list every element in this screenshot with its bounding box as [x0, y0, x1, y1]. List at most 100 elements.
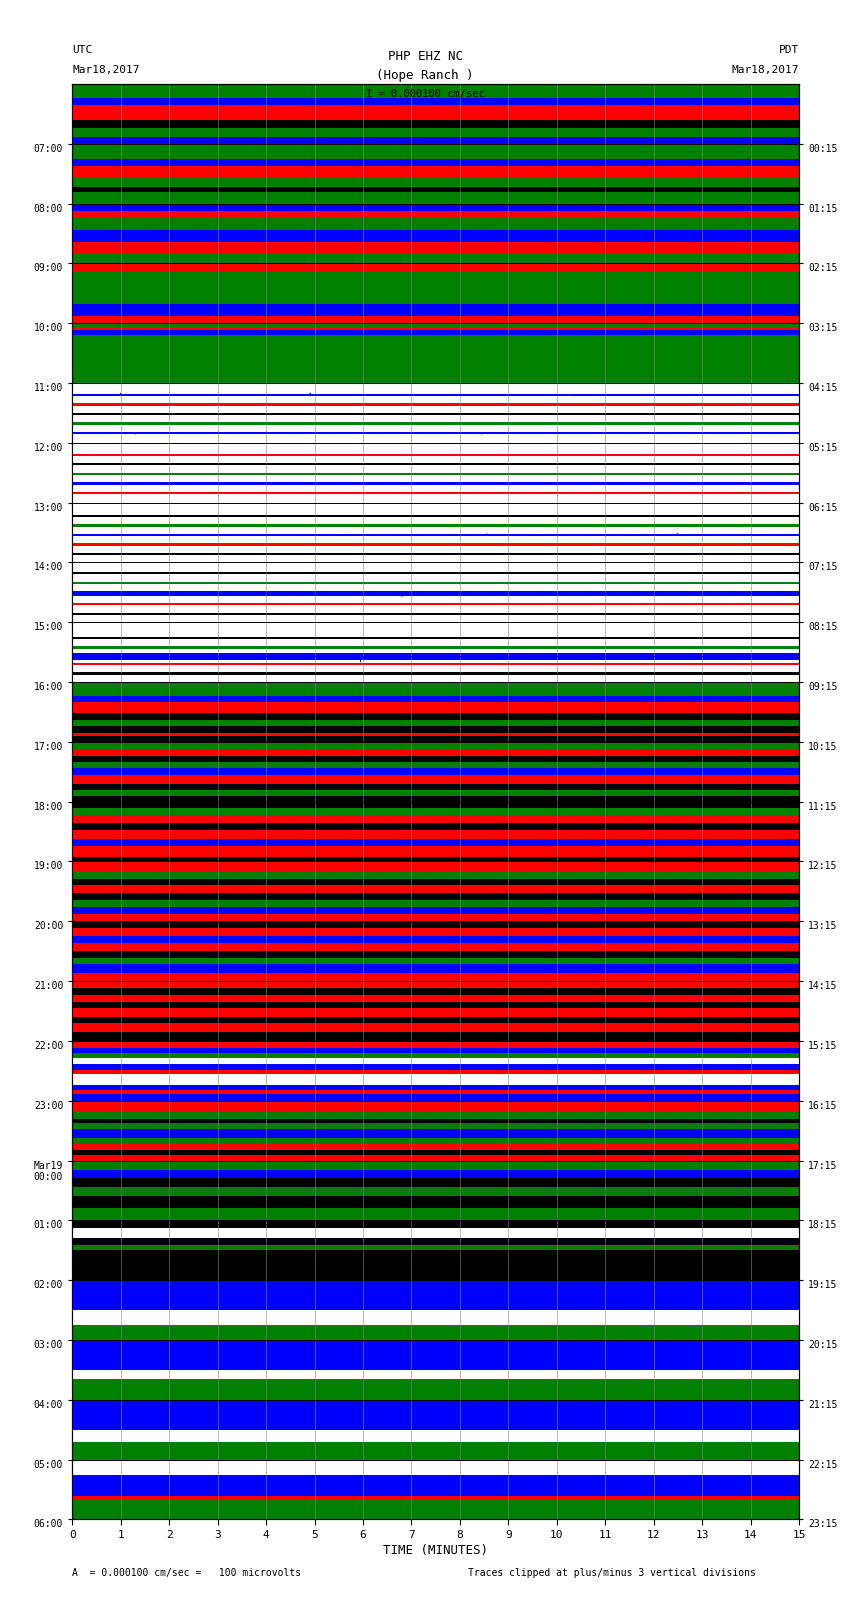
Bar: [72, 331, 799, 336]
Bar: [72, 674, 799, 682]
Bar: [72, 515, 799, 516]
Bar: [72, 1094, 799, 1100]
Bar: [72, 615, 799, 623]
Bar: [72, 795, 799, 802]
Bar: [72, 1048, 799, 1053]
Bar: [72, 187, 799, 192]
Bar: [72, 229, 799, 242]
Bar: [72, 271, 799, 281]
Bar: [72, 734, 799, 736]
Bar: [72, 323, 799, 327]
Bar: [72, 973, 799, 981]
Bar: [72, 211, 799, 216]
Bar: [72, 605, 799, 613]
Bar: [72, 1137, 799, 1142]
Bar: [72, 484, 799, 492]
Bar: [72, 503, 799, 515]
Bar: [72, 463, 799, 466]
Bar: [72, 1008, 799, 1018]
Bar: [72, 350, 799, 382]
Bar: [72, 965, 799, 973]
Bar: [72, 944, 799, 952]
Bar: [72, 524, 799, 526]
Bar: [72, 682, 799, 697]
Bar: [72, 1497, 799, 1498]
Bar: [72, 216, 799, 229]
Bar: [72, 1086, 799, 1090]
Bar: [72, 336, 799, 350]
Bar: [72, 742, 799, 748]
Bar: [72, 665, 799, 673]
Bar: [72, 424, 799, 432]
Text: (Hope Ranch ): (Hope Ranch ): [377, 69, 473, 82]
Bar: [72, 1058, 799, 1063]
Bar: [72, 1018, 799, 1023]
Bar: [72, 434, 799, 442]
Bar: [72, 1221, 799, 1227]
Text: Mar18,2017: Mar18,2017: [72, 65, 139, 74]
Bar: [72, 98, 799, 105]
Bar: [72, 647, 799, 648]
Bar: [72, 453, 799, 456]
Text: Traces clipped at plus/minus 3 vertical divisions: Traces clipped at plus/minus 3 vertical …: [468, 1568, 756, 1578]
Bar: [72, 584, 799, 590]
Bar: [72, 105, 799, 121]
Bar: [72, 595, 799, 603]
Bar: [72, 763, 799, 768]
Bar: [72, 1310, 799, 1324]
Bar: [72, 1040, 799, 1048]
Bar: [72, 1340, 799, 1369]
Bar: [72, 857, 799, 861]
Bar: [72, 929, 799, 936]
Bar: [72, 726, 799, 734]
Bar: [72, 253, 799, 263]
Bar: [72, 987, 799, 995]
Bar: [72, 873, 799, 879]
Bar: [72, 653, 799, 660]
Bar: [72, 423, 799, 424]
Bar: [72, 1379, 799, 1400]
Bar: [72, 697, 799, 702]
Bar: [72, 573, 799, 574]
Bar: [72, 861, 799, 873]
Bar: [72, 563, 799, 573]
Bar: [72, 582, 799, 584]
Bar: [72, 413, 799, 415]
Bar: [72, 84, 799, 98]
Bar: [72, 784, 799, 790]
Bar: [72, 127, 799, 137]
Text: PHP EHZ NC: PHP EHZ NC: [388, 50, 462, 63]
Bar: [72, 1150, 799, 1155]
Bar: [72, 1155, 799, 1161]
Bar: [72, 281, 799, 303]
Bar: [72, 886, 799, 892]
Bar: [72, 907, 799, 915]
Bar: [72, 623, 799, 637]
Bar: [72, 1069, 799, 1074]
Bar: [72, 839, 799, 845]
Bar: [72, 808, 799, 816]
Bar: [72, 1250, 799, 1281]
Bar: [72, 327, 799, 331]
Bar: [72, 263, 799, 271]
Bar: [72, 613, 799, 615]
X-axis label: TIME (MINUTES): TIME (MINUTES): [383, 1544, 488, 1557]
Bar: [72, 776, 799, 784]
Bar: [72, 713, 799, 721]
Bar: [72, 192, 799, 203]
Bar: [72, 1197, 799, 1208]
Bar: [72, 1142, 799, 1150]
Bar: [72, 823, 799, 829]
Bar: [72, 415, 799, 423]
Bar: [72, 637, 799, 639]
Bar: [72, 1281, 799, 1310]
Text: UTC: UTC: [72, 45, 93, 55]
Bar: [72, 1429, 799, 1442]
Bar: [72, 177, 799, 187]
Bar: [72, 1023, 799, 1032]
Bar: [72, 432, 799, 434]
Bar: [72, 553, 799, 555]
Bar: [72, 534, 799, 536]
Text: I = 0.000100 cm/sec: I = 0.000100 cm/sec: [366, 89, 484, 98]
Bar: [72, 1119, 799, 1124]
